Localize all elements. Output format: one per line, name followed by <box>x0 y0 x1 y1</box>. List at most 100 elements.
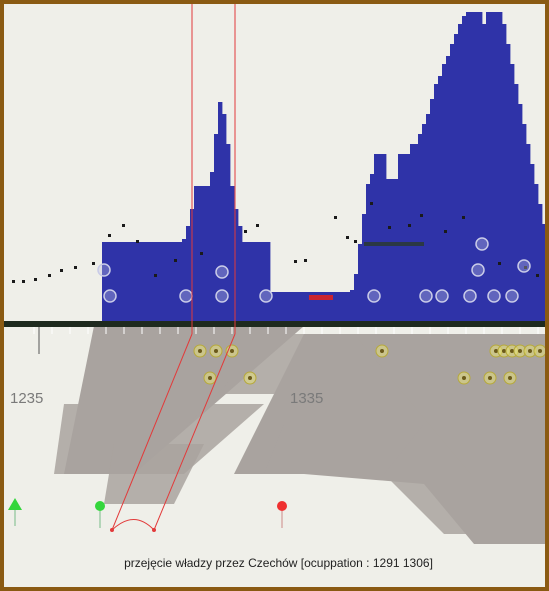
scatter-dot <box>498 262 501 265</box>
scatter-dot <box>388 226 391 229</box>
event-circle-core <box>248 376 252 380</box>
histogram-bar <box>354 274 359 324</box>
histogram-bar <box>538 204 543 324</box>
histogram-bar <box>306 292 311 324</box>
scatter-dot <box>420 214 423 217</box>
scatter-dot <box>370 202 373 205</box>
histogram-bar <box>326 292 331 324</box>
scatter-dot <box>346 236 349 239</box>
histogram-bar <box>274 292 279 324</box>
occurrence-circle <box>215 265 229 279</box>
event-caption: przejęcie władzy przez Czechów [ocuppati… <box>124 556 433 570</box>
event-circle-core <box>214 349 218 353</box>
histogram-bar <box>482 24 487 324</box>
histogram-bar <box>254 242 259 324</box>
histogram-bar <box>234 209 239 324</box>
histogram-bar <box>214 134 219 324</box>
histogram-bar <box>346 292 351 324</box>
histogram-bar <box>502 24 507 324</box>
histogram-bar <box>342 292 347 324</box>
event-circle-core <box>462 376 466 380</box>
histogram-bar <box>370 174 375 324</box>
histogram-bar <box>506 44 511 324</box>
histogram-bar <box>110 242 115 324</box>
histogram-bar <box>142 242 147 324</box>
event-circle-core <box>380 349 384 353</box>
histogram-bar <box>166 242 171 324</box>
timeline-visualization[interactable] <box>4 4 545 587</box>
histogram-bar <box>438 76 443 324</box>
event-circle-core <box>230 349 234 353</box>
histogram-bar <box>474 12 479 324</box>
histogram-bar <box>522 124 527 324</box>
event-arc <box>111 519 155 531</box>
histogram-bar <box>334 292 339 324</box>
histogram-bar <box>322 292 327 324</box>
histogram-bar <box>174 242 179 324</box>
scatter-dot <box>256 224 259 227</box>
event-diagonal <box>111 333 193 531</box>
histogram-bar <box>282 292 287 324</box>
histogram-bar <box>170 242 175 324</box>
occurrence-circle <box>419 289 433 303</box>
histogram-bar <box>182 239 187 324</box>
scatter-dot <box>536 274 539 277</box>
overlap-segment <box>364 242 424 246</box>
histogram-bar <box>490 12 495 324</box>
histogram-bar <box>150 242 155 324</box>
event-anchor <box>152 528 156 532</box>
histogram-bar <box>510 64 515 324</box>
occurrence-circle <box>259 289 273 303</box>
event-circle-core <box>538 349 542 353</box>
histogram-bar <box>242 242 247 324</box>
ribbon <box>424 364 545 474</box>
histogram-bar <box>298 292 303 324</box>
scatter-dot <box>294 260 297 263</box>
histogram-bar <box>534 184 539 324</box>
histogram-bar <box>470 12 475 324</box>
year-label-left: 1235 <box>10 390 44 407</box>
scatter-dot <box>154 274 157 277</box>
histogram-bar <box>218 102 223 324</box>
occurrence-circle <box>517 259 531 273</box>
scatter-dot <box>136 240 139 243</box>
histogram-bar <box>302 292 307 324</box>
histogram-bar <box>386 179 391 324</box>
histogram-bar <box>286 292 291 324</box>
histogram-bar <box>526 144 531 324</box>
scatter-dot <box>34 278 37 281</box>
event-markers[interactable] <box>8 498 287 528</box>
scatter-dot <box>304 259 307 262</box>
histogram-bar <box>530 164 535 324</box>
histogram-bar <box>270 292 275 324</box>
histogram-bar <box>450 44 455 324</box>
histogram-bar <box>158 242 163 324</box>
red-pin-icon <box>277 501 287 511</box>
event-circle-core <box>528 349 532 353</box>
histogram-bar <box>250 242 255 324</box>
scatter-dot <box>22 280 25 283</box>
histogram-bar <box>314 292 319 324</box>
scatter-dot <box>200 252 203 255</box>
occurrence-circle <box>463 289 477 303</box>
histogram-bar <box>222 114 227 324</box>
histogram-bar <box>258 242 263 324</box>
histogram-bar <box>162 242 167 324</box>
histogram-bar <box>210 172 215 324</box>
event-circle-core <box>488 376 492 380</box>
event-circle-core <box>502 349 506 353</box>
scatter-dot <box>122 224 125 227</box>
scatter-dot <box>408 224 411 227</box>
histogram-bar <box>238 226 243 324</box>
ribbon <box>104 444 204 504</box>
histogram-bar <box>498 12 503 324</box>
scatter-dot <box>74 266 77 269</box>
histogram-bar <box>466 12 471 324</box>
histogram-bar <box>278 292 283 324</box>
event-circle-core <box>494 349 498 353</box>
event-circle-core <box>518 349 522 353</box>
occurrence-circle <box>505 289 519 303</box>
histogram-bar <box>134 242 139 324</box>
occurrence-circle <box>97 263 111 277</box>
histogram-bar <box>442 64 447 324</box>
